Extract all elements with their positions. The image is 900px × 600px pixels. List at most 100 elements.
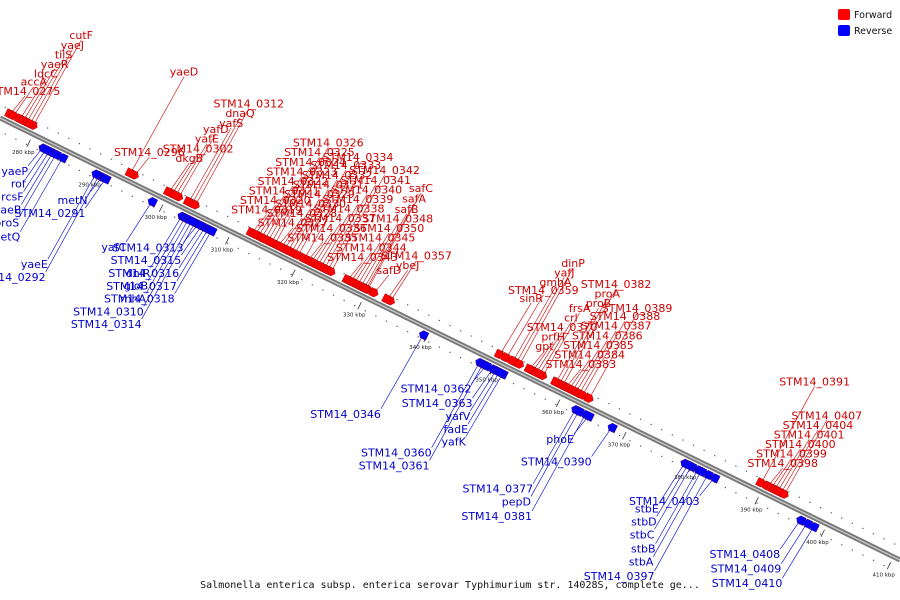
- gene-leader-line: [85, 177, 107, 209]
- gene-leader-line: [188, 127, 232, 203]
- forward-gene-label: prfH: [541, 331, 565, 344]
- forward-gene-label: STM14_0336: [296, 222, 367, 235]
- kbp-tick-mark: [357, 301, 362, 310]
- kbp-tick-label: 360 kbp: [542, 410, 565, 416]
- gene-leader-line: [389, 260, 417, 303]
- forward-gene-label: STM14_0399: [756, 448, 827, 461]
- gene-leader-line: [365, 203, 415, 290]
- kbp-tick-mark: [26, 139, 31, 147]
- reverse-gene-label: STM14_0363: [402, 397, 473, 410]
- forward-gene-label: STM14_0359: [508, 284, 579, 297]
- gene-leader-line: [320, 203, 359, 268]
- reverse-gene-label: dniR: [126, 267, 151, 280]
- forward-gene-arrow: [14, 113, 25, 124]
- reverse-gene-label: STM14_0314: [71, 318, 142, 331]
- gene-leader-line: [317, 213, 350, 267]
- forward-gene-label: STM14_0338: [314, 203, 385, 216]
- reverse-gene-label: stbB: [631, 543, 656, 556]
- gene-leader-line: [773, 448, 801, 491]
- gene-leader-line: [472, 367, 494, 399]
- gene-leader-line: [532, 341, 554, 372]
- forward-gene-label: STM14_0330: [275, 198, 346, 211]
- forward-gene-label: STM14_0325: [284, 146, 355, 159]
- gene-leader-line: [174, 229, 213, 294]
- kbp-tick-mark: [820, 529, 825, 537]
- reverse-gene-label: STM14_0346: [310, 408, 381, 421]
- gene-leader-line: [257, 195, 285, 238]
- kbp-tick-mark: [158, 204, 164, 212]
- gene-leader-line: [555, 307, 599, 384]
- gene-leader-line: [284, 208, 311, 251]
- forward-gene-label: dkgB: [175, 152, 203, 165]
- gene-leader-line: [512, 286, 556, 363]
- sequence-backbone: [0, 115, 900, 563]
- gene-leader-line: [470, 369, 497, 412]
- reverse-gene-arrow: [58, 153, 69, 164]
- gene-leader-line: [290, 189, 329, 254]
- reverse-gene-label: stbA: [629, 556, 654, 569]
- legend-reverse-swatch: [838, 25, 850, 36]
- reverse-gene-arrow: [419, 330, 430, 341]
- gene-leader-line: [267, 166, 311, 242]
- forward-gene-label: STM14_0321: [249, 185, 320, 198]
- gene-leader-line: [20, 156, 64, 232]
- gene-leader-line: [310, 232, 332, 264]
- kbp-tick-label: 280 kbp: [12, 150, 35, 156]
- forward-gene-label: STM14_0322: [258, 175, 329, 188]
- reverse-gene-label: yafV: [446, 410, 471, 423]
- forward-gene-label: safD: [377, 264, 402, 277]
- kbp-tick-mark: [886, 561, 892, 570]
- kbp-tick-mark: [754, 496, 759, 505]
- gene-leader-line: [356, 232, 390, 286]
- forward-gene-label: STM14_0344: [336, 241, 407, 254]
- gene-leader-line: [141, 221, 196, 320]
- reverse-gene-label: stbE: [635, 503, 659, 516]
- forward-gene-label: STM14_0335: [287, 231, 358, 244]
- gene-leader-line: [303, 162, 359, 260]
- kbp-tick-label: 310 kbp: [211, 247, 234, 253]
- gene-leader-line: [360, 223, 398, 288]
- forward-gene-label: yaeD: [170, 66, 199, 79]
- forward-gene-label: STM14_0404: [783, 419, 854, 432]
- kbp-tick-label: 340 kbp: [409, 345, 432, 351]
- forward-gene-label: STM14_0329: [284, 188, 355, 201]
- forward-gene-label: STM14_0401: [774, 428, 845, 441]
- forward-gene-arrow: [169, 189, 180, 200]
- forward-gene-label: STM14_0389: [602, 302, 673, 315]
- forward-gene-label: STM14_0343: [327, 251, 398, 264]
- gene-leader-line: [558, 298, 608, 385]
- reverse-gene-label: STM14_0291: [15, 207, 86, 220]
- forward-gene-label: STM14_0340: [332, 183, 403, 196]
- forward-gene-label: yafJ: [554, 266, 574, 279]
- kbp-tick-mark: [225, 236, 230, 245]
- gene-leader-line: [174, 143, 208, 197]
- reverse-gene-arrow: [607, 423, 618, 434]
- gene-leader-line: [178, 133, 217, 198]
- reverse-gene-label: rof: [11, 178, 27, 191]
- gene-leader-line: [581, 320, 626, 397]
- gene-leader-line: [760, 386, 815, 484]
- gene-leader-line: [22, 68, 55, 122]
- gene-leader-line: [591, 426, 613, 457]
- gene-leader-line: [532, 408, 577, 484]
- gene-leader-line: [780, 429, 819, 494]
- forward-gene-label: STM14_0319: [231, 204, 302, 217]
- gene-features: [4, 108, 820, 533]
- gene-leader-line: [562, 288, 617, 387]
- reverse-gene-arrow: [147, 197, 158, 208]
- forward-gene-arrow: [381, 293, 392, 304]
- reverse-gene-label: yaeP: [1, 165, 28, 178]
- forward-gene-label: yafD: [203, 123, 229, 136]
- forward-gene-label: proA: [595, 288, 621, 301]
- forward-gene-label: STM14_0391: [779, 375, 850, 388]
- kbp-tick-label: 370 kbp: [608, 442, 631, 448]
- gene-leader-line: [654, 465, 693, 530]
- gene-leader-line: [12, 86, 35, 117]
- forward-gene-arrow: [23, 118, 35, 129]
- reverse-gene-arrow: [683, 460, 695, 471]
- forward-gene-label: STM14_0387: [581, 320, 652, 333]
- forward-gene-label: yaeJ: [61, 39, 84, 52]
- reverse-gene-label: yaeB: [0, 203, 21, 216]
- kbp-tick-label: 410 kbp: [872, 572, 895, 578]
